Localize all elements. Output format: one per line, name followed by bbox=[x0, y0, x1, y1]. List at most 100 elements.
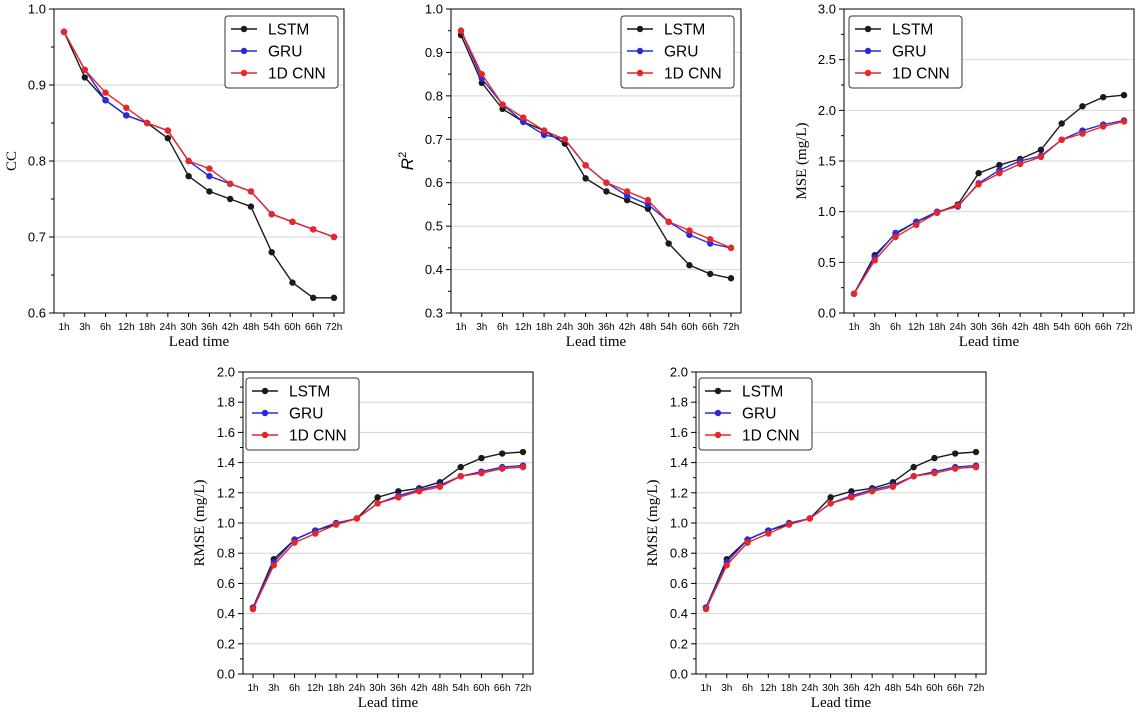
x-tick-label: 54h bbox=[1053, 322, 1070, 333]
legend-label: LSTM bbox=[742, 384, 783, 401]
series-line bbox=[63, 31, 335, 238]
data-point bbox=[785, 521, 793, 528]
x-tick-label: 54h bbox=[263, 322, 280, 333]
legend-swatch-marker bbox=[714, 431, 722, 439]
data-point bbox=[723, 562, 730, 569]
data-point bbox=[457, 27, 465, 34]
data-point bbox=[478, 70, 485, 78]
data-point bbox=[226, 180, 234, 187]
data-point bbox=[206, 173, 213, 180]
data-point bbox=[143, 119, 151, 127]
legend-box bbox=[848, 15, 963, 89]
legend-label: 1D CNN bbox=[742, 428, 800, 445]
x-tick-label: 30h bbox=[369, 683, 386, 694]
data-point bbox=[931, 454, 938, 462]
data-point bbox=[603, 179, 610, 186]
data-point bbox=[374, 494, 381, 501]
y-tick-label: 2.0 bbox=[670, 365, 688, 380]
data-point bbox=[310, 294, 317, 301]
legend: LSTM GRU 1D CNN bbox=[245, 377, 360, 451]
data-point bbox=[457, 472, 464, 480]
data-point bbox=[520, 114, 527, 121]
data-point bbox=[910, 463, 917, 471]
x-tick-label: 1h bbox=[455, 322, 466, 333]
x-tick-label: 60h bbox=[681, 322, 698, 333]
legend: LSTM GRU 1D CNN bbox=[698, 377, 813, 451]
legend-swatch-marker bbox=[261, 387, 269, 395]
x-axis-label: Lead time bbox=[566, 334, 627, 350]
data-point bbox=[1079, 103, 1086, 110]
data-point bbox=[499, 450, 506, 457]
data-point bbox=[478, 469, 485, 477]
data-point bbox=[582, 162, 589, 169]
x-axis-label: Lead time bbox=[959, 334, 1020, 350]
legend-swatch-marker bbox=[636, 25, 644, 33]
series-1d-cnn bbox=[60, 28, 338, 241]
x-tick-label: 72h bbox=[515, 683, 532, 694]
legend-swatch-marker bbox=[261, 431, 269, 439]
data-point bbox=[478, 454, 485, 462]
data-point bbox=[931, 469, 938, 477]
data-point bbox=[206, 165, 213, 172]
x-tick-label: 6h bbox=[497, 322, 508, 333]
x-tick-label: 42h bbox=[222, 322, 239, 333]
x-tick-label: 54h bbox=[452, 683, 469, 694]
x-tick-label: 12h bbox=[515, 322, 532, 333]
data-point bbox=[249, 605, 257, 613]
data-point bbox=[81, 74, 88, 81]
chart-panel-4: 0.0 0.2 0.4 0.6 0.8 1.0 1.2 1.4 1.6 1.8 2.0 1h 3h 6h 1… bbox=[192, 365, 534, 711]
legend-swatch-marker bbox=[261, 409, 269, 417]
data-point bbox=[312, 530, 319, 537]
data-point bbox=[952, 450, 959, 457]
legend-label: GRU bbox=[892, 44, 926, 61]
y-tick-label: 0.3 bbox=[425, 306, 443, 321]
y-tick-label: 1.6 bbox=[217, 425, 235, 440]
data-point bbox=[1079, 130, 1086, 137]
x-tick-label: 1h bbox=[700, 683, 711, 694]
x-tick-label: 30h bbox=[577, 322, 594, 333]
y-axis-label: MSE (mg/L) bbox=[794, 122, 810, 199]
x-tick-label: 66h bbox=[305, 322, 322, 333]
x-tick-label: 30h bbox=[180, 322, 197, 333]
legend: LSTM GRU 1D CNN bbox=[224, 15, 339, 89]
data-point bbox=[123, 112, 130, 119]
legend-box bbox=[620, 15, 735, 89]
data-point bbox=[765, 530, 772, 537]
y-tick-label: 1.2 bbox=[670, 485, 688, 500]
data-point bbox=[1120, 118, 1128, 125]
y-tick-label: 0.2 bbox=[670, 636, 688, 651]
x-tick-label: 48h bbox=[640, 322, 657, 333]
y-tick-label: 3.0 bbox=[818, 2, 836, 17]
x-tick-label: 60h bbox=[284, 322, 301, 333]
chart-panel-2: 0.30.40.50.60.70.80.91.01h 3h 6h 12h 18h 24h 3… bbox=[397, 2, 742, 350]
data-point bbox=[892, 233, 899, 241]
data-point bbox=[268, 211, 275, 218]
x-tick-label: 48h bbox=[432, 683, 449, 694]
data-point bbox=[395, 488, 402, 495]
data-point bbox=[644, 196, 652, 204]
y-tick-label: 2.5 bbox=[818, 52, 836, 67]
y-tick-label: 0.8 bbox=[217, 546, 235, 561]
y-tick-label: 1.8 bbox=[670, 395, 688, 410]
y-tick-label: 2.0 bbox=[818, 103, 836, 118]
x-tick-label: 24h bbox=[802, 683, 819, 694]
data-point bbox=[975, 181, 982, 188]
data-point bbox=[519, 463, 527, 471]
data-point bbox=[81, 66, 88, 74]
series-1d-cnn bbox=[249, 463, 527, 613]
data-point bbox=[850, 290, 858, 297]
x-tick-label: 36h bbox=[991, 322, 1008, 333]
x-axis-label: Lead time bbox=[169, 334, 230, 350]
data-point bbox=[996, 169, 1003, 177]
data-point bbox=[561, 136, 569, 143]
data-point bbox=[226, 195, 234, 203]
legend: LSTM GRU 1D CNN bbox=[620, 15, 735, 89]
data-point bbox=[1058, 120, 1065, 127]
legend-box bbox=[224, 15, 339, 89]
x-tick-label: 42h bbox=[619, 322, 636, 333]
x-tick-label: 6h bbox=[289, 683, 300, 694]
series-line bbox=[853, 120, 1125, 295]
x-tick-label: 66h bbox=[947, 683, 964, 694]
series-line bbox=[252, 464, 524, 608]
